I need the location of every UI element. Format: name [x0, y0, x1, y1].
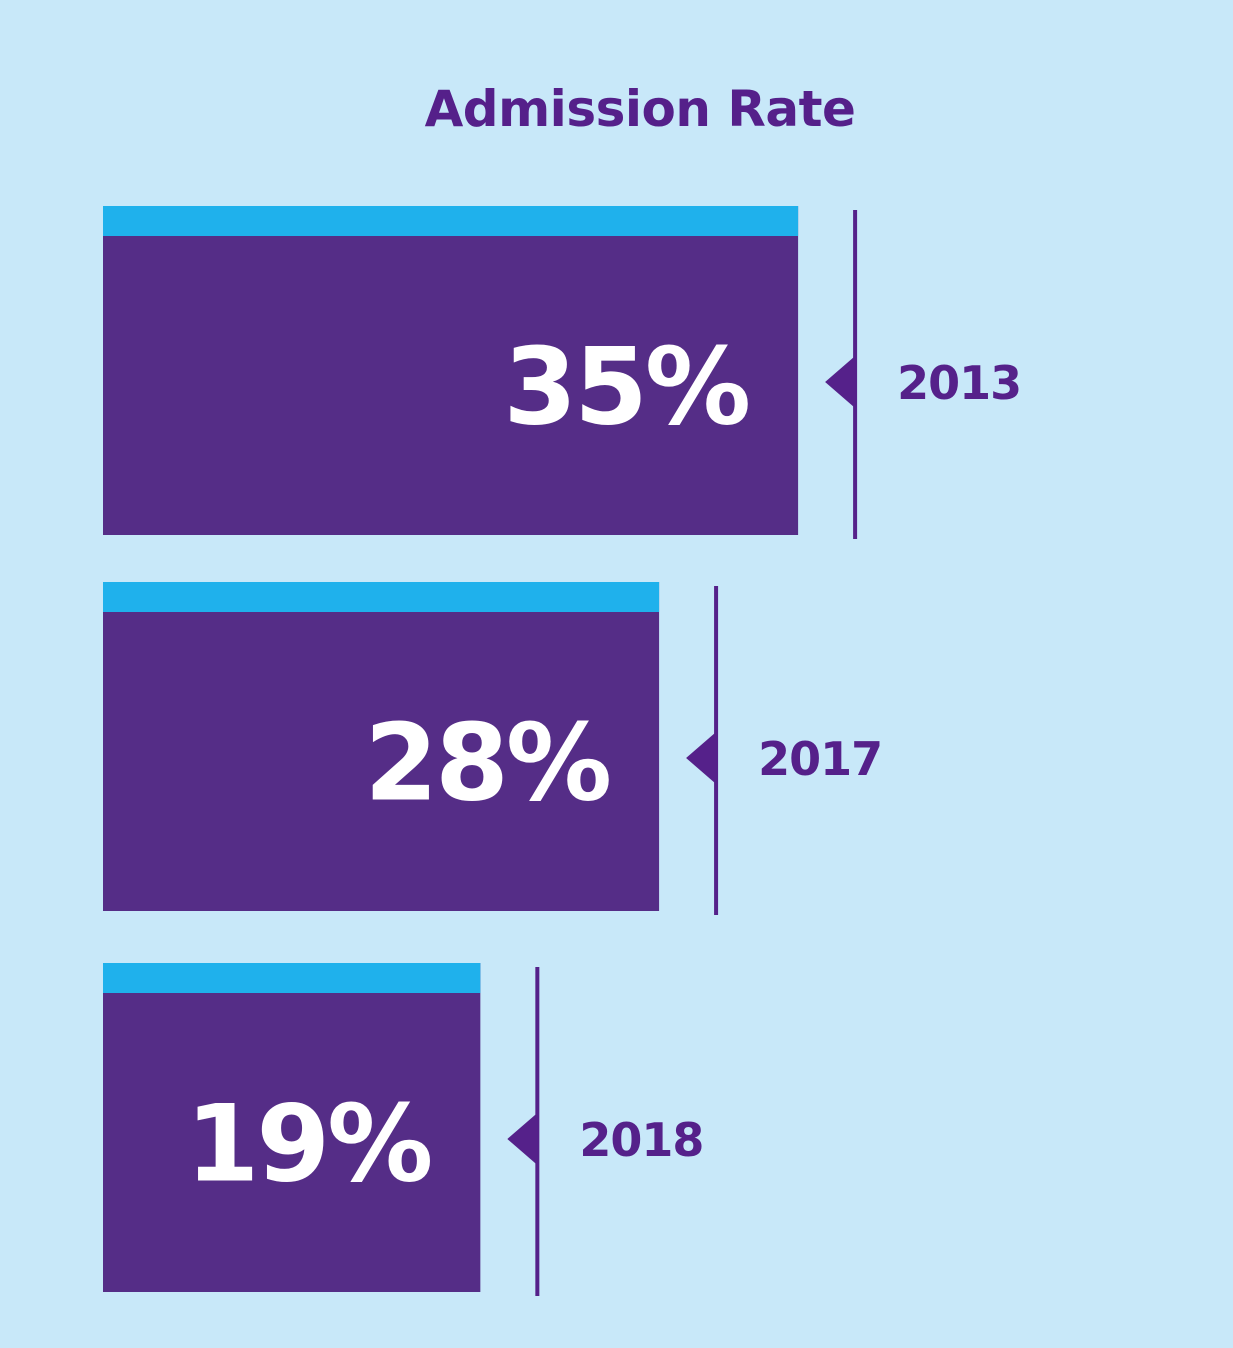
bar-stripe-2017	[103, 582, 660, 612]
category-label-2013: 2013	[897, 356, 1021, 410]
bar-2013	[103, 206, 799, 535]
category-label-2017: 2017	[758, 732, 882, 786]
chart-title: Admission Rate	[424, 80, 856, 138]
bar-2017	[103, 582, 660, 911]
bar-stripe-2018	[103, 963, 481, 993]
bar-2018	[103, 963, 481, 1292]
category-label-2018: 2018	[579, 1113, 703, 1167]
bar-value-label-2017: 28%	[364, 702, 609, 825]
marker-pointer-2013	[825, 356, 856, 408]
bar-stripe-2013	[103, 206, 799, 236]
marker-pointer-2017	[686, 732, 717, 784]
bar-value-label-2018: 19%	[186, 1083, 431, 1206]
bar-value-label-2013: 35%	[503, 326, 748, 449]
marker-pointer-2018	[507, 1113, 538, 1165]
